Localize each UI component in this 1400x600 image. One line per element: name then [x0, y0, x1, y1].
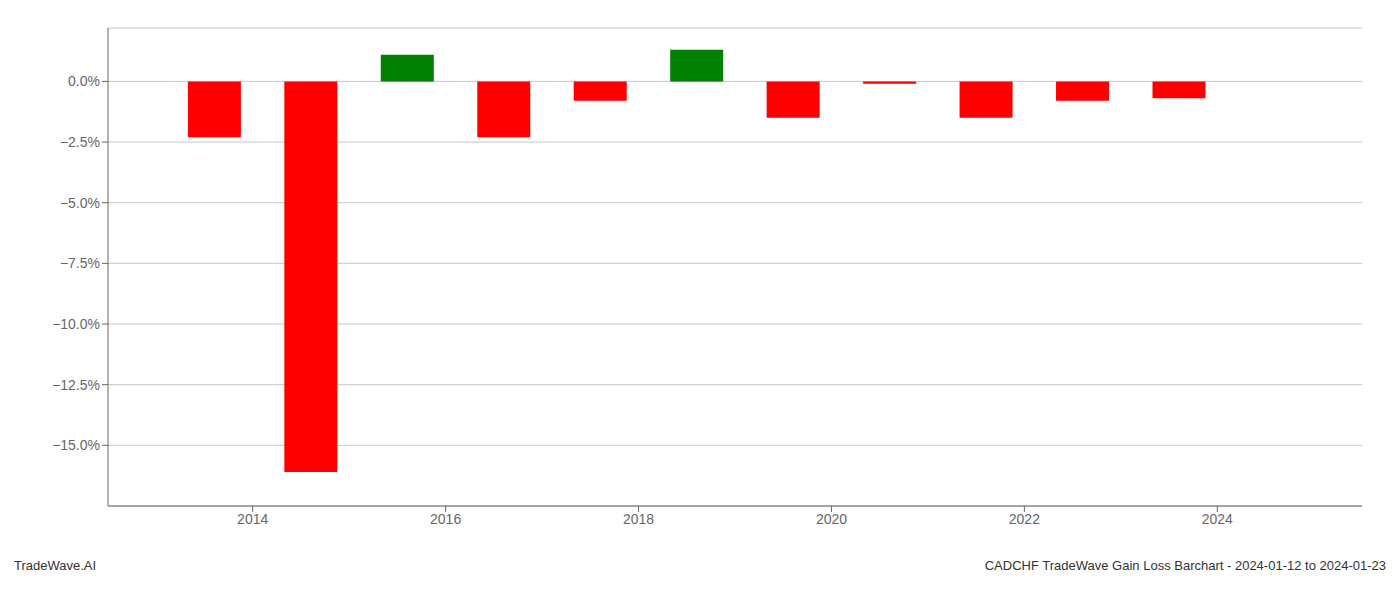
svg-text:−7.5%: −7.5% [60, 255, 100, 271]
svg-text:2022: 2022 [1009, 511, 1040, 527]
svg-text:−2.5%: −2.5% [60, 134, 100, 150]
html-text:TradeWave.AI: TradeWave.AI [14, 558, 97, 573]
svg-text:−5.0%: −5.0% [60, 195, 100, 211]
svg-text:0.0%: 0.0% [68, 73, 100, 89]
svg-text:−10.0%: −10.0% [52, 316, 100, 332]
svg-text:2016: 2016 [430, 511, 461, 527]
svg-text:−12.5%: −12.5% [52, 377, 100, 393]
html-text:CADCHF TradeWave Gain Loss Bar: CADCHF TradeWave Gain Loss Barchart - 20… [984, 558, 1386, 573]
svg-text:2014: 2014 [237, 511, 268, 527]
svg-text:−15.0%: −15.0% [52, 437, 100, 453]
svg-text:2024: 2024 [1202, 511, 1233, 527]
svg-text:2018: 2018 [623, 511, 654, 527]
svg-text:2020: 2020 [816, 511, 847, 527]
